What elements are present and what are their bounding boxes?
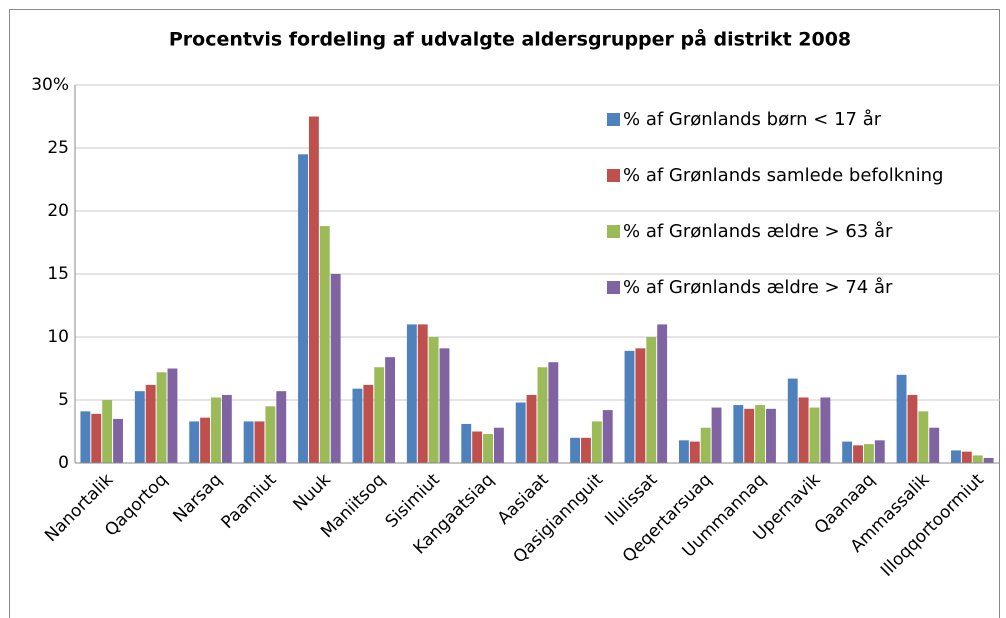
bar xyxy=(167,368,178,463)
legend-label: % af Grønlands samlede befolkning xyxy=(623,165,943,186)
bar xyxy=(983,457,994,463)
bar xyxy=(221,394,232,463)
bar xyxy=(624,350,635,463)
bar xyxy=(363,384,374,463)
bar xyxy=(243,421,254,463)
bar xyxy=(787,378,798,463)
y-tick-label: 0 xyxy=(58,453,69,473)
y-tick-label: 15 xyxy=(47,264,69,284)
bar xyxy=(254,421,265,463)
bar xyxy=(537,367,548,463)
bar xyxy=(570,437,581,463)
bar xyxy=(330,274,341,463)
bar xyxy=(929,427,940,463)
bar xyxy=(80,411,91,463)
chart-border xyxy=(9,9,1000,618)
y-tick-label: 10 xyxy=(47,327,69,347)
bar xyxy=(515,402,526,463)
bar xyxy=(145,384,156,463)
bar xyxy=(842,441,853,463)
bar xyxy=(406,324,417,463)
bar xyxy=(113,418,123,463)
bar xyxy=(385,357,396,463)
bar xyxy=(918,411,929,463)
bar xyxy=(439,348,450,463)
y-tick-label: 5 xyxy=(58,390,69,410)
bar xyxy=(733,405,744,463)
bar xyxy=(276,391,287,463)
bar xyxy=(798,397,809,463)
bar xyxy=(211,397,221,463)
legend-swatch xyxy=(607,169,620,182)
bar xyxy=(526,394,537,463)
bar xyxy=(91,413,102,463)
chart-title: Procentvis fordeling af udvalgte aldersg… xyxy=(169,27,851,51)
legend-swatch xyxy=(607,281,620,294)
bar xyxy=(493,427,504,463)
bar xyxy=(352,388,363,463)
bar xyxy=(591,421,602,463)
legend-label: % af Grønlands ældre > 63 år xyxy=(623,221,893,242)
y-tick-label: 20 xyxy=(47,201,69,221)
bar xyxy=(853,445,863,463)
legend-label: % af Grønlands ældre > 74 år xyxy=(623,277,893,298)
bar xyxy=(874,440,885,463)
bar xyxy=(646,337,657,463)
bar xyxy=(711,407,722,463)
bar xyxy=(689,441,700,463)
bar xyxy=(961,451,972,463)
y-tick-label: 30% xyxy=(31,75,69,95)
bar xyxy=(820,397,831,463)
bar xyxy=(657,324,668,463)
bar xyxy=(102,400,113,463)
bar xyxy=(809,407,820,463)
legend-swatch xyxy=(607,225,620,238)
y-tick-label: 25 xyxy=(47,138,69,158)
bar xyxy=(189,421,200,463)
bar xyxy=(972,455,983,463)
bar xyxy=(134,391,145,463)
bar xyxy=(428,337,439,463)
bar xyxy=(755,405,766,463)
bar xyxy=(766,408,776,463)
legend-label: % af Grønlands børn < 17 år xyxy=(623,109,882,130)
bar xyxy=(461,423,472,463)
bar xyxy=(200,417,211,463)
bar xyxy=(319,226,330,463)
bar xyxy=(863,444,874,463)
bar xyxy=(907,394,918,463)
bar xyxy=(298,154,308,464)
bar xyxy=(744,408,755,463)
bar xyxy=(700,427,711,463)
bar xyxy=(548,362,559,463)
bar xyxy=(374,367,385,463)
bar xyxy=(265,406,276,463)
bar xyxy=(635,348,646,463)
bar xyxy=(308,116,319,463)
bar xyxy=(951,450,961,463)
legend-swatch xyxy=(607,113,620,126)
bar xyxy=(472,431,483,463)
bar xyxy=(602,410,613,463)
bar xyxy=(417,324,428,463)
bar xyxy=(581,437,591,463)
bar xyxy=(896,374,907,463)
bar xyxy=(483,434,493,463)
bar xyxy=(156,372,167,463)
bar xyxy=(678,440,689,463)
